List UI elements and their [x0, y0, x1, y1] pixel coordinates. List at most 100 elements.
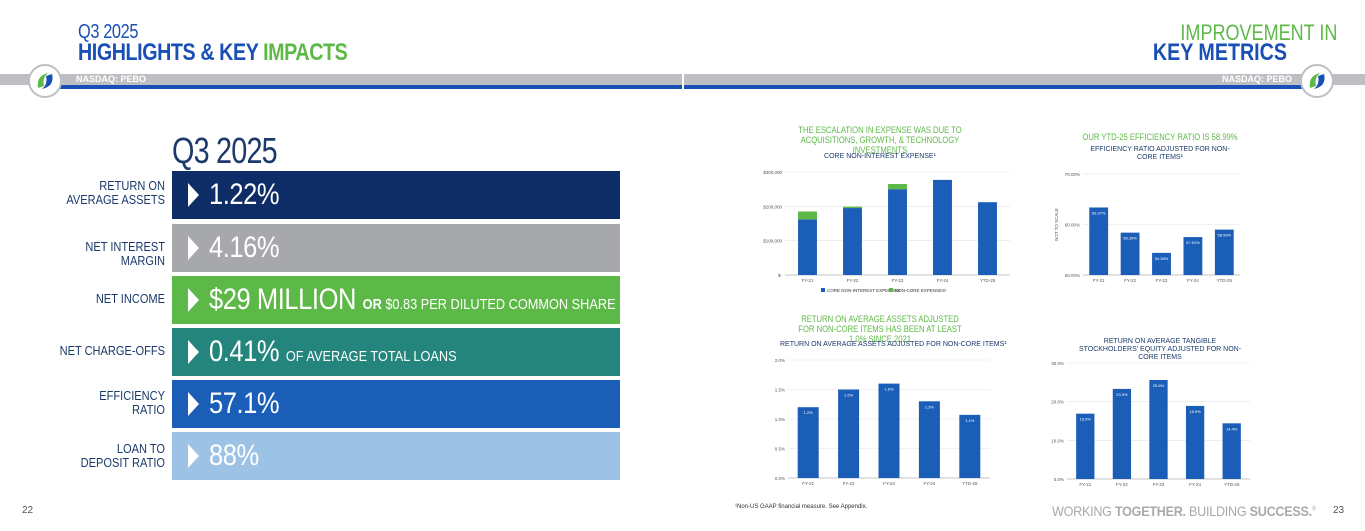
y-tick-label: $200,000: [763, 204, 782, 209]
bar: [888, 189, 907, 275]
tagline-working: WORKING: [1052, 503, 1115, 519]
bar: [1185, 405, 1205, 479]
x-tick-label: YTD-25: [962, 481, 978, 486]
data-label: 54.38%: [1155, 256, 1169, 261]
x-tick-label: FY-24: [937, 278, 949, 283]
x-tick-label: FY-24: [923, 481, 935, 486]
x-tick-label: FY-23: [1156, 278, 1168, 283]
tagline-registered-mark: ®: [1311, 506, 1316, 513]
tagline: WORKING TOGETHER. BUILDING SUCCESS.®: [1052, 503, 1316, 519]
net-income-suffix: OR $0.83 PER DILUTED COMMON SHARE: [363, 296, 616, 313]
x-tick-label: FY-22: [1116, 482, 1128, 487]
right-accent-line: [684, 85, 1304, 89]
metric-bar-ltd: 88%: [172, 432, 620, 480]
legend-swatch: [821, 288, 825, 292]
chart1-headline: THE ESCALATION IN EXPENSE WAS DUE TO ACQ…: [798, 125, 962, 155]
x-tick-label: FY-21: [1079, 482, 1091, 487]
metric-value-efficiency: 57.1%: [209, 387, 280, 420]
chart1-title: CORE NON-INTEREST EXPENSE¹: [824, 153, 936, 160]
left-ticker: NASDAQ: PEBO: [76, 74, 147, 84]
metric-label-efficiency: EFFICIENCY RATIO: [99, 388, 165, 417]
bar: [918, 401, 940, 478]
metric-value-nco: 0.41% OF AVERAGE TOTAL LOANS: [209, 335, 457, 369]
right-logo-icon: [1300, 64, 1334, 98]
chart2-svg: 50.00% 60.00% 70.00% FY-21 63.37% FY-22 58.39%…: [1054, 172, 1240, 283]
net-income-or: OR: [362, 296, 382, 313]
y-tick-label: 0.5%: [775, 447, 785, 452]
data-label: 18.9%: [1189, 409, 1201, 414]
y-tick-label: $100,000: [763, 239, 782, 244]
page-number-right: 23: [1333, 505, 1345, 516]
y-tick-label: $300,000: [763, 170, 782, 175]
bar: [1152, 252, 1171, 275]
y-tick-label: 2.0%: [775, 358, 785, 363]
data-label: 63.37%: [1092, 210, 1106, 215]
chart4-title: RETURN ON AVERAGE TANGIBLE STOCKHOLDERS'…: [1078, 338, 1242, 361]
x-tick-label: YTD-25: [1224, 482, 1240, 487]
bar: [838, 389, 860, 478]
y-tick-label: 60.00%: [1065, 223, 1080, 228]
legend-label: NON-CORE EXPENSES¹: [895, 288, 947, 293]
x-tick-label: FY-22: [847, 278, 859, 283]
metric-label-nim: NET INTEREST MARGIN: [85, 239, 165, 268]
left-title-line2: HIGHLIGHTS & KEY IMPACTS: [78, 40, 348, 66]
x-tick-label: YTD-25: [1217, 278, 1233, 283]
chevron-right-icon: [188, 236, 199, 260]
data-label: 23.3%: [1116, 392, 1128, 397]
bar: [798, 219, 817, 275]
y-tick-label: 0.0%: [775, 476, 785, 481]
chart3-headline: RETURN ON AVERAGE ASSETS ADJUSTED FOR NO…: [798, 314, 962, 344]
bar: [797, 407, 819, 478]
chart1-svg: $- $100,000 $200,000 $300,000 FY-21 FY-22 FY-2…: [763, 170, 1010, 293]
y-tick-label: 10.0%: [1051, 438, 1064, 443]
y-tick-label: 1.5%: [775, 388, 785, 393]
right-title-line1: IMPROVEMENT IN: [1180, 20, 1338, 45]
metrics-heading: Q3 2025: [172, 130, 278, 171]
net-income-amount: $29 MILLION: [209, 283, 356, 316]
x-tick-label: FY-21: [1093, 278, 1105, 283]
x-tick-label: FY-22: [1124, 278, 1136, 283]
data-label: 1.2%: [804, 410, 814, 415]
metric-bar-efficiency: 57.1%: [172, 380, 620, 428]
tagline-together: TOGETHER.: [1114, 503, 1186, 519]
data-label: 16.9%: [1080, 417, 1092, 422]
y-tick-label: $-: [778, 273, 783, 278]
chevron-right-icon: [188, 340, 199, 364]
x-tick-label: FY-23: [892, 278, 904, 283]
bar: [798, 211, 817, 220]
bar: [1214, 229, 1234, 275]
y-tick-label: 20.0%: [1051, 400, 1064, 405]
bar: [978, 202, 997, 275]
data-label: 1.6%: [884, 387, 894, 392]
tagline-building: BUILDING: [1185, 503, 1250, 519]
metric-bar-nim: 4.16%: [172, 224, 620, 272]
chevron-right-icon: [188, 288, 199, 312]
data-label: 57.51%: [1186, 240, 1200, 245]
bar: [933, 179, 952, 275]
data-label: 58.99%: [1218, 233, 1232, 238]
metric-label-ltd: LOAN TO DEPOSIT RATIO: [80, 441, 165, 470]
data-label: 14.4%: [1226, 426, 1238, 431]
y-axis-label: NOT TO SCALE: [1054, 208, 1059, 241]
legend-label: CORE NON-INTEREST EXPENSES: [827, 288, 900, 293]
net-income-eps: $0.83 PER DILUTED COMMON SHARE: [385, 296, 616, 313]
nco-suffix: OF AVERAGE TOTAL LOANS: [285, 348, 457, 365]
metric-bar-nco: 0.41% OF AVERAGE TOTAL LOANS: [172, 328, 620, 376]
y-tick-label: 70.00%: [1065, 172, 1080, 177]
metric-value-net-income: $29 MILLION OR $0.83 PER DILUTED COMMON …: [209, 283, 616, 317]
x-tick-label: FY-23: [1153, 482, 1165, 487]
x-tick-label: FY-24: [1189, 482, 1201, 487]
nco-amount: 0.41%: [209, 335, 280, 368]
bar: [843, 206, 862, 209]
left-accent-line: [48, 85, 682, 89]
chevron-right-icon: [188, 392, 199, 416]
tagline-success: SUCCESS.: [1249, 503, 1313, 519]
bar: [878, 383, 900, 478]
chart4-svg: 0.0% 10.0% 20.0% 30.0% FY-21 16.9% FY-22 23.3% F…: [1051, 361, 1250, 487]
data-label: 25.6%: [1153, 383, 1165, 388]
right-title-line2: KEY METRICS: [1152, 39, 1287, 66]
metric-value-ltd: 88%: [209, 439, 259, 472]
y-tick-label: 1.0%: [775, 417, 785, 422]
metric-label-net-income: NET INCOME: [95, 291, 165, 306]
left-header-band: [0, 74, 682, 85]
